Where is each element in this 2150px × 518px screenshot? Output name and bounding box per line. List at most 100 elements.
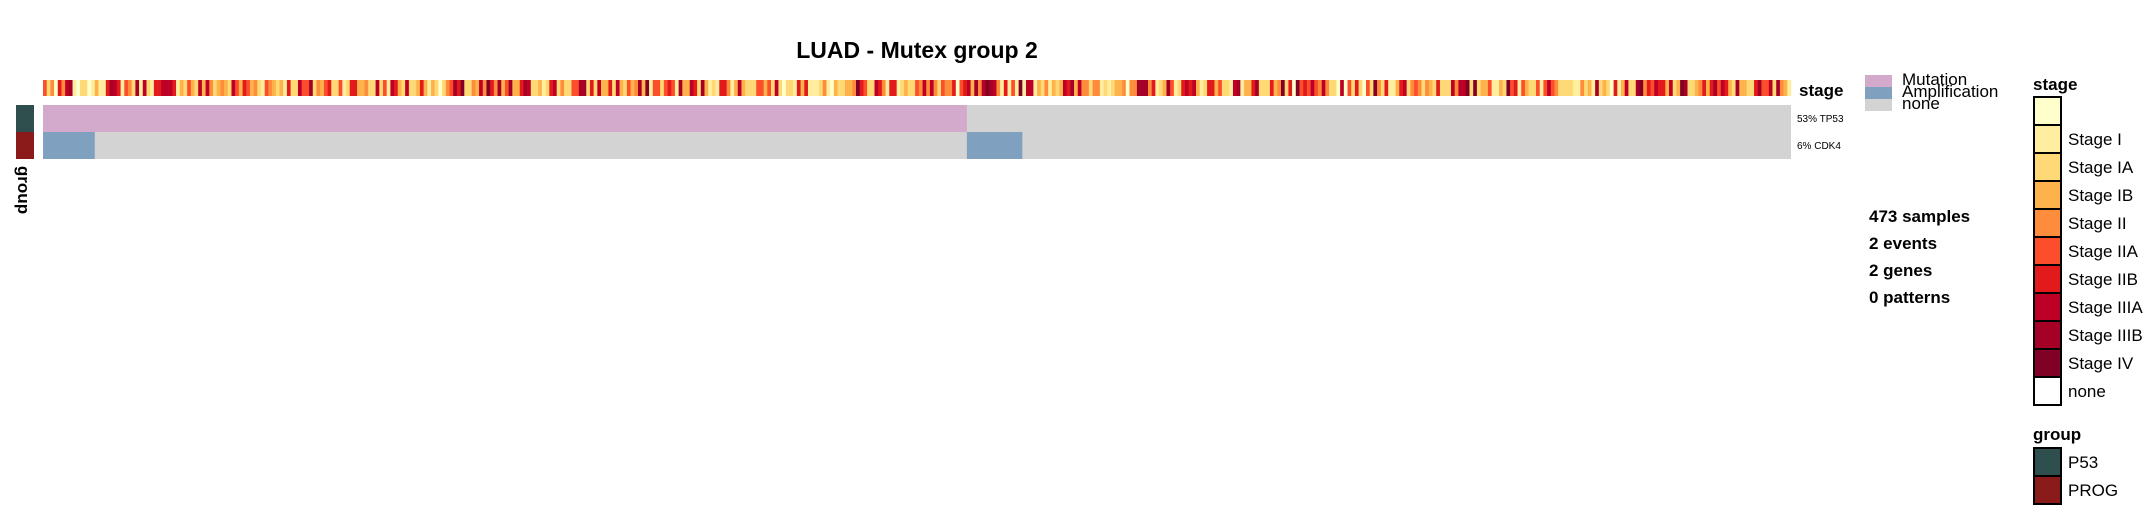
stage-cell	[486, 80, 491, 96]
stage-cell	[61, 80, 66, 96]
stage-cell	[279, 80, 284, 96]
stage-cell	[290, 80, 295, 96]
stage-cell	[423, 80, 428, 96]
stage-cell	[1221, 80, 1226, 96]
stage-cell	[508, 80, 513, 96]
stage-cell	[1288, 80, 1293, 96]
stage-cell	[357, 80, 362, 96]
stage-cell	[1388, 80, 1393, 96]
stage-cell	[1303, 80, 1308, 96]
stage-cell	[848, 80, 853, 96]
stage-cell	[815, 80, 820, 96]
stage-cell	[900, 80, 905, 96]
stage-cell	[634, 80, 639, 96]
stage-cell	[1037, 80, 1042, 96]
stage-cell	[1469, 80, 1474, 96]
stage-cell	[316, 80, 321, 96]
stage-cell	[1277, 80, 1282, 96]
stage-cell	[771, 80, 776, 96]
stage-cell	[941, 80, 946, 96]
stage-cell	[552, 80, 557, 96]
stage-cell	[464, 80, 469, 96]
stage-cell	[1414, 80, 1419, 96]
stage-cell	[889, 80, 894, 96]
stage-cell	[944, 80, 949, 96]
stage-cell	[1362, 80, 1367, 96]
stage-cell	[1162, 80, 1167, 96]
stage-cell	[867, 80, 872, 96]
stage-cell	[1236, 80, 1241, 96]
stage-cell	[1207, 80, 1212, 96]
stage-cell	[1768, 80, 1773, 96]
stage-cell	[405, 80, 410, 96]
stage-cell	[1029, 80, 1034, 96]
stage-cell	[467, 80, 472, 96]
stage-cell	[1428, 80, 1433, 96]
stage-cell	[1731, 80, 1736, 96]
stage-cell	[231, 80, 236, 96]
stage-cell	[601, 80, 606, 96]
stage-cell	[1602, 80, 1607, 96]
stage-cell	[497, 80, 502, 96]
stage-cell	[1118, 80, 1123, 96]
stage-cell	[301, 80, 306, 96]
stage-cell	[1532, 80, 1537, 96]
stage-cell	[678, 80, 683, 96]
stage-cell	[305, 80, 310, 96]
stage-cell	[1351, 80, 1356, 96]
stage-cell	[1173, 80, 1178, 96]
alteration-swatch	[1865, 99, 1892, 111]
group-legend-label: P53	[2068, 453, 2098, 472]
stage-cell	[604, 80, 609, 96]
stage-cell	[974, 80, 979, 96]
stage-cell	[1750, 80, 1755, 96]
stage-cell	[109, 80, 114, 96]
group-legend: P53 PROG	[2033, 447, 2118, 505]
stage-cell	[98, 80, 103, 96]
group-legend-label: PROG	[2068, 481, 2118, 500]
stage-cell	[1218, 80, 1223, 96]
stage-cell	[530, 80, 535, 96]
alteration-segment	[966, 132, 1023, 159]
stage-cell	[885, 80, 890, 96]
stage-cell	[708, 80, 713, 96]
stage-cell	[201, 80, 206, 96]
stage-cell	[349, 80, 354, 96]
stage-cell	[1159, 80, 1164, 96]
stage-swatch	[2033, 180, 2062, 210]
stage-cell	[1070, 80, 1075, 96]
stage-legend-label: Stage IIIA	[2068, 298, 2143, 317]
stage-cell	[43, 80, 47, 96]
stage-cell	[948, 80, 953, 96]
stage-cell	[911, 80, 916, 96]
stage-cell	[1251, 80, 1256, 96]
stage-cell	[1140, 80, 1145, 96]
stage-cell	[416, 80, 421, 96]
stage-cell	[763, 80, 768, 96]
stage-cell	[1007, 80, 1012, 96]
stage-cell	[1672, 80, 1677, 96]
stage-cell	[264, 80, 269, 96]
stage-cell	[364, 80, 369, 96]
stage-cell	[504, 80, 509, 96]
stage-cell	[833, 80, 838, 96]
stage-cell	[560, 80, 565, 96]
stage-cell	[929, 80, 934, 96]
stage-cell	[1366, 80, 1371, 96]
stage-cell	[1114, 80, 1119, 96]
group-swatch	[2033, 475, 2062, 505]
stage-cell	[1066, 80, 1071, 96]
stage-cell	[1709, 80, 1714, 96]
stage-cell	[1314, 80, 1319, 96]
stage-cell	[541, 80, 546, 96]
stage-cell	[1676, 80, 1681, 96]
stage-cell	[1595, 80, 1600, 96]
stage-cell	[1539, 80, 1544, 96]
stage-cell	[922, 80, 927, 96]
stage-cell	[630, 80, 635, 96]
stage-cell	[179, 80, 184, 96]
stage-cell	[519, 80, 524, 96]
stage-cell	[660, 80, 665, 96]
stage-cell	[412, 80, 417, 96]
stage-cell	[700, 80, 705, 96]
